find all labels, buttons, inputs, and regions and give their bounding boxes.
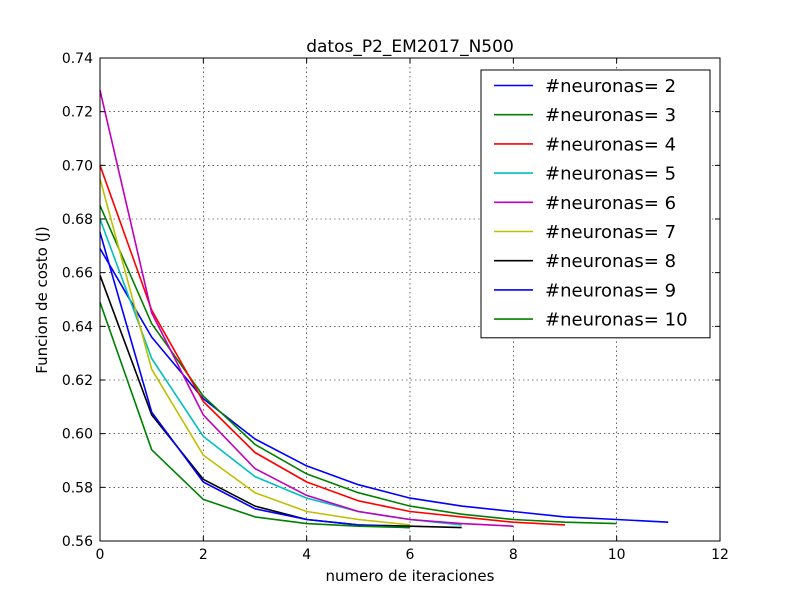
- series-line-8: [99, 232, 411, 529]
- series-line-1: [99, 248, 669, 523]
- series-line-3: [99, 165, 566, 526]
- y-tick-label: 0.72: [62, 105, 93, 121]
- y-tick-label: 0.58: [62, 480, 93, 496]
- series-line-7: [99, 275, 462, 529]
- legend-label: #neuronas= 9: [545, 280, 676, 301]
- legend-label: #neuronas= 6: [545, 193, 676, 214]
- y-tick-label: 0.74: [62, 51, 93, 67]
- x-tick-label: 6: [406, 547, 415, 563]
- series-line-9: [99, 301, 411, 529]
- series-lines: [99, 90, 669, 529]
- legend-label: #neuronas= 7: [545, 222, 676, 243]
- x-tick-label: 10: [608, 547, 626, 563]
- series-line-5: [99, 90, 514, 527]
- series-line-4: [99, 218, 462, 526]
- y-tick-label: 0.56: [62, 534, 93, 550]
- legend-label: #neuronas= 5: [545, 164, 676, 185]
- y-tick-label: 0.68: [62, 212, 93, 228]
- y-tick-label: 0.60: [62, 427, 93, 443]
- legend-label: #neuronas= 10: [545, 310, 688, 331]
- legend: #neuronas= 2 #neuronas= 3 #neuronas= 4 #neu…: [480, 69, 711, 339]
- y-tick-label: 0.70: [62, 158, 93, 174]
- x-tick-label: 8: [509, 547, 518, 563]
- x-tick-label: 0: [96, 547, 105, 563]
- x-tick-label: 12: [711, 547, 729, 563]
- legend-label: #neuronas= 8: [545, 251, 676, 272]
- axis-ticks: 0 2 4 6 8 10 12 0.56 0.58 0.60 0.62 0.64 0.66 0.68 0.7…: [62, 51, 729, 563]
- x-tick-label: 4: [302, 547, 311, 563]
- y-tick-label: 0.62: [62, 373, 93, 389]
- y-axis-label: Funcion de costo (J): [33, 226, 51, 373]
- x-axis-label: numero de iteraciones: [326, 567, 495, 585]
- x-tick-label: 2: [199, 547, 208, 563]
- series-line-6: [99, 178, 411, 526]
- legend-label: #neuronas= 2: [545, 76, 676, 97]
- chart-title: datos_P2_EM2017_N500: [306, 37, 514, 57]
- legend-label: #neuronas= 4: [545, 134, 676, 155]
- y-tick-label: 0.64: [62, 319, 93, 335]
- legend-label: #neuronas= 3: [545, 105, 676, 126]
- y-tick-label: 0.66: [62, 266, 93, 282]
